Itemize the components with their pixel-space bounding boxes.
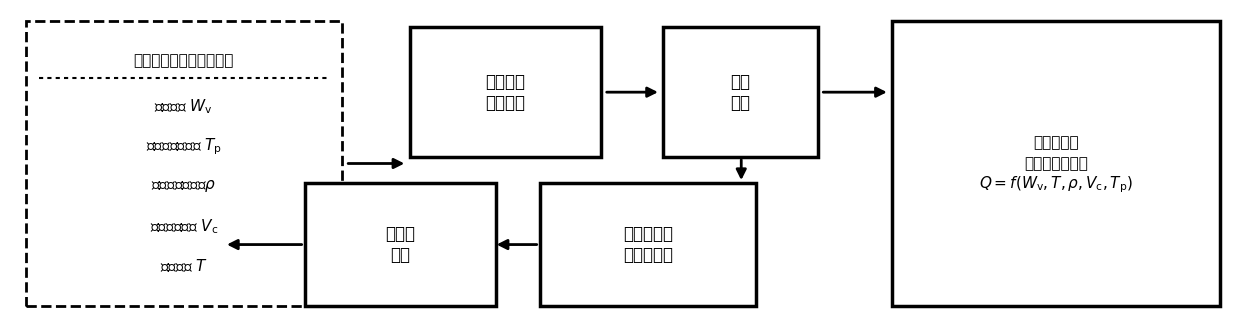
Text: 试验: 试验 [391,246,410,264]
Text: 环境温度 $T$: 环境温度 $T$ [160,258,208,275]
Text: 雷电模式模: 雷电模式模 [622,225,673,243]
Text: 水成物粒子类型 $T_{\mathrm{p}}$: 水成物粒子类型 $T_{\mathrm{p}}$ [146,136,222,157]
Text: 拟电荷结构: 拟电荷结构 [622,246,673,264]
Text: 比较: 比较 [730,73,750,91]
Text: 水成物粒子: 水成物粒子 [1033,135,1079,150]
FancyBboxPatch shape [305,183,496,306]
Text: 机器学习: 机器学习 [486,94,526,112]
Text: 敏感性: 敏感性 [386,225,415,243]
Text: 水成物粒子密度$\rho$: 水成物粒子密度$\rho$ [151,178,217,194]
FancyBboxPatch shape [539,183,756,306]
Text: 水成物粒子荷电敏感因子: 水成物粒子荷电敏感因子 [134,53,234,68]
Text: 荷电参数化方案: 荷电参数化方案 [1024,156,1087,171]
Text: 粒子碰撞速度 $V_{\mathrm{c}}$: 粒子碰撞速度 $V_{\mathrm{c}}$ [150,217,218,236]
Text: 优选: 优选 [730,94,750,112]
Text: 拟合函数: 拟合函数 [486,73,526,91]
Text: 水汽含量 $W_{\mathrm{v}}$: 水汽含量 $W_{\mathrm{v}}$ [155,97,213,116]
FancyBboxPatch shape [893,21,1220,306]
FancyBboxPatch shape [663,27,818,157]
Text: $Q=f(W_{\mathrm{v}}, T, \rho, V_{\mathrm{c}}, T_{\mathrm{p}})$: $Q=f(W_{\mathrm{v}}, T, \rho, V_{\mathrm… [980,174,1133,195]
FancyBboxPatch shape [409,27,601,157]
FancyBboxPatch shape [26,21,342,306]
